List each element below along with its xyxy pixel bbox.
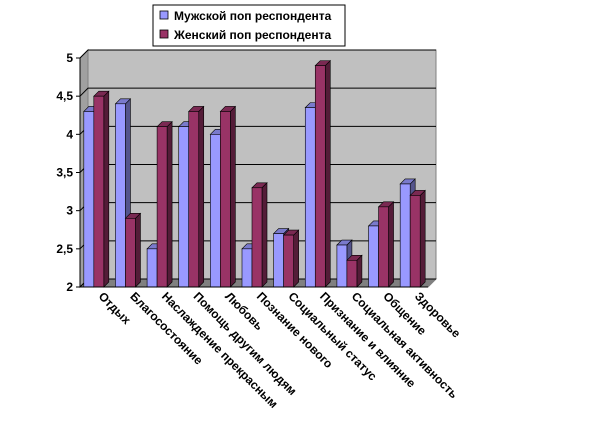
gridline (79, 49, 436, 59)
bar-female (188, 105, 205, 288)
bar-female (346, 254, 363, 288)
bar-female (409, 189, 426, 288)
bar-female (124, 212, 142, 288)
bar-female (282, 229, 300, 288)
legend-box (152, 4, 346, 47)
legend: Мужской поп респондента Женский поп респ… (152, 4, 346, 47)
legend-label-male: Мужской поп респондента (174, 9, 332, 23)
x-tick-label: Отдых (96, 289, 134, 327)
y-tick-label: 3,5 (56, 166, 73, 180)
bar-female (93, 90, 110, 288)
y-axis: 2 2,5 3 3,5 4 4,5 5 (56, 51, 81, 294)
y-tick-label: 4,5 (56, 89, 73, 103)
bar-female (219, 105, 237, 288)
y-tick-label: 3 (66, 204, 73, 218)
bar-female (377, 201, 395, 288)
y-tick-label: 5 (66, 51, 73, 65)
y-tick-label: 2,5 (56, 242, 73, 256)
y-tick-label: 4 (66, 127, 73, 141)
legend-swatch-female (159, 29, 169, 39)
bar-female (251, 182, 268, 288)
y-tick-label: 2 (66, 280, 73, 294)
legend-swatch-male (159, 10, 169, 20)
bar-female (156, 120, 173, 288)
bar-female (314, 59, 331, 288)
legend-label-female: Женский поп респондента (173, 28, 331, 42)
bars (83, 59, 426, 288)
